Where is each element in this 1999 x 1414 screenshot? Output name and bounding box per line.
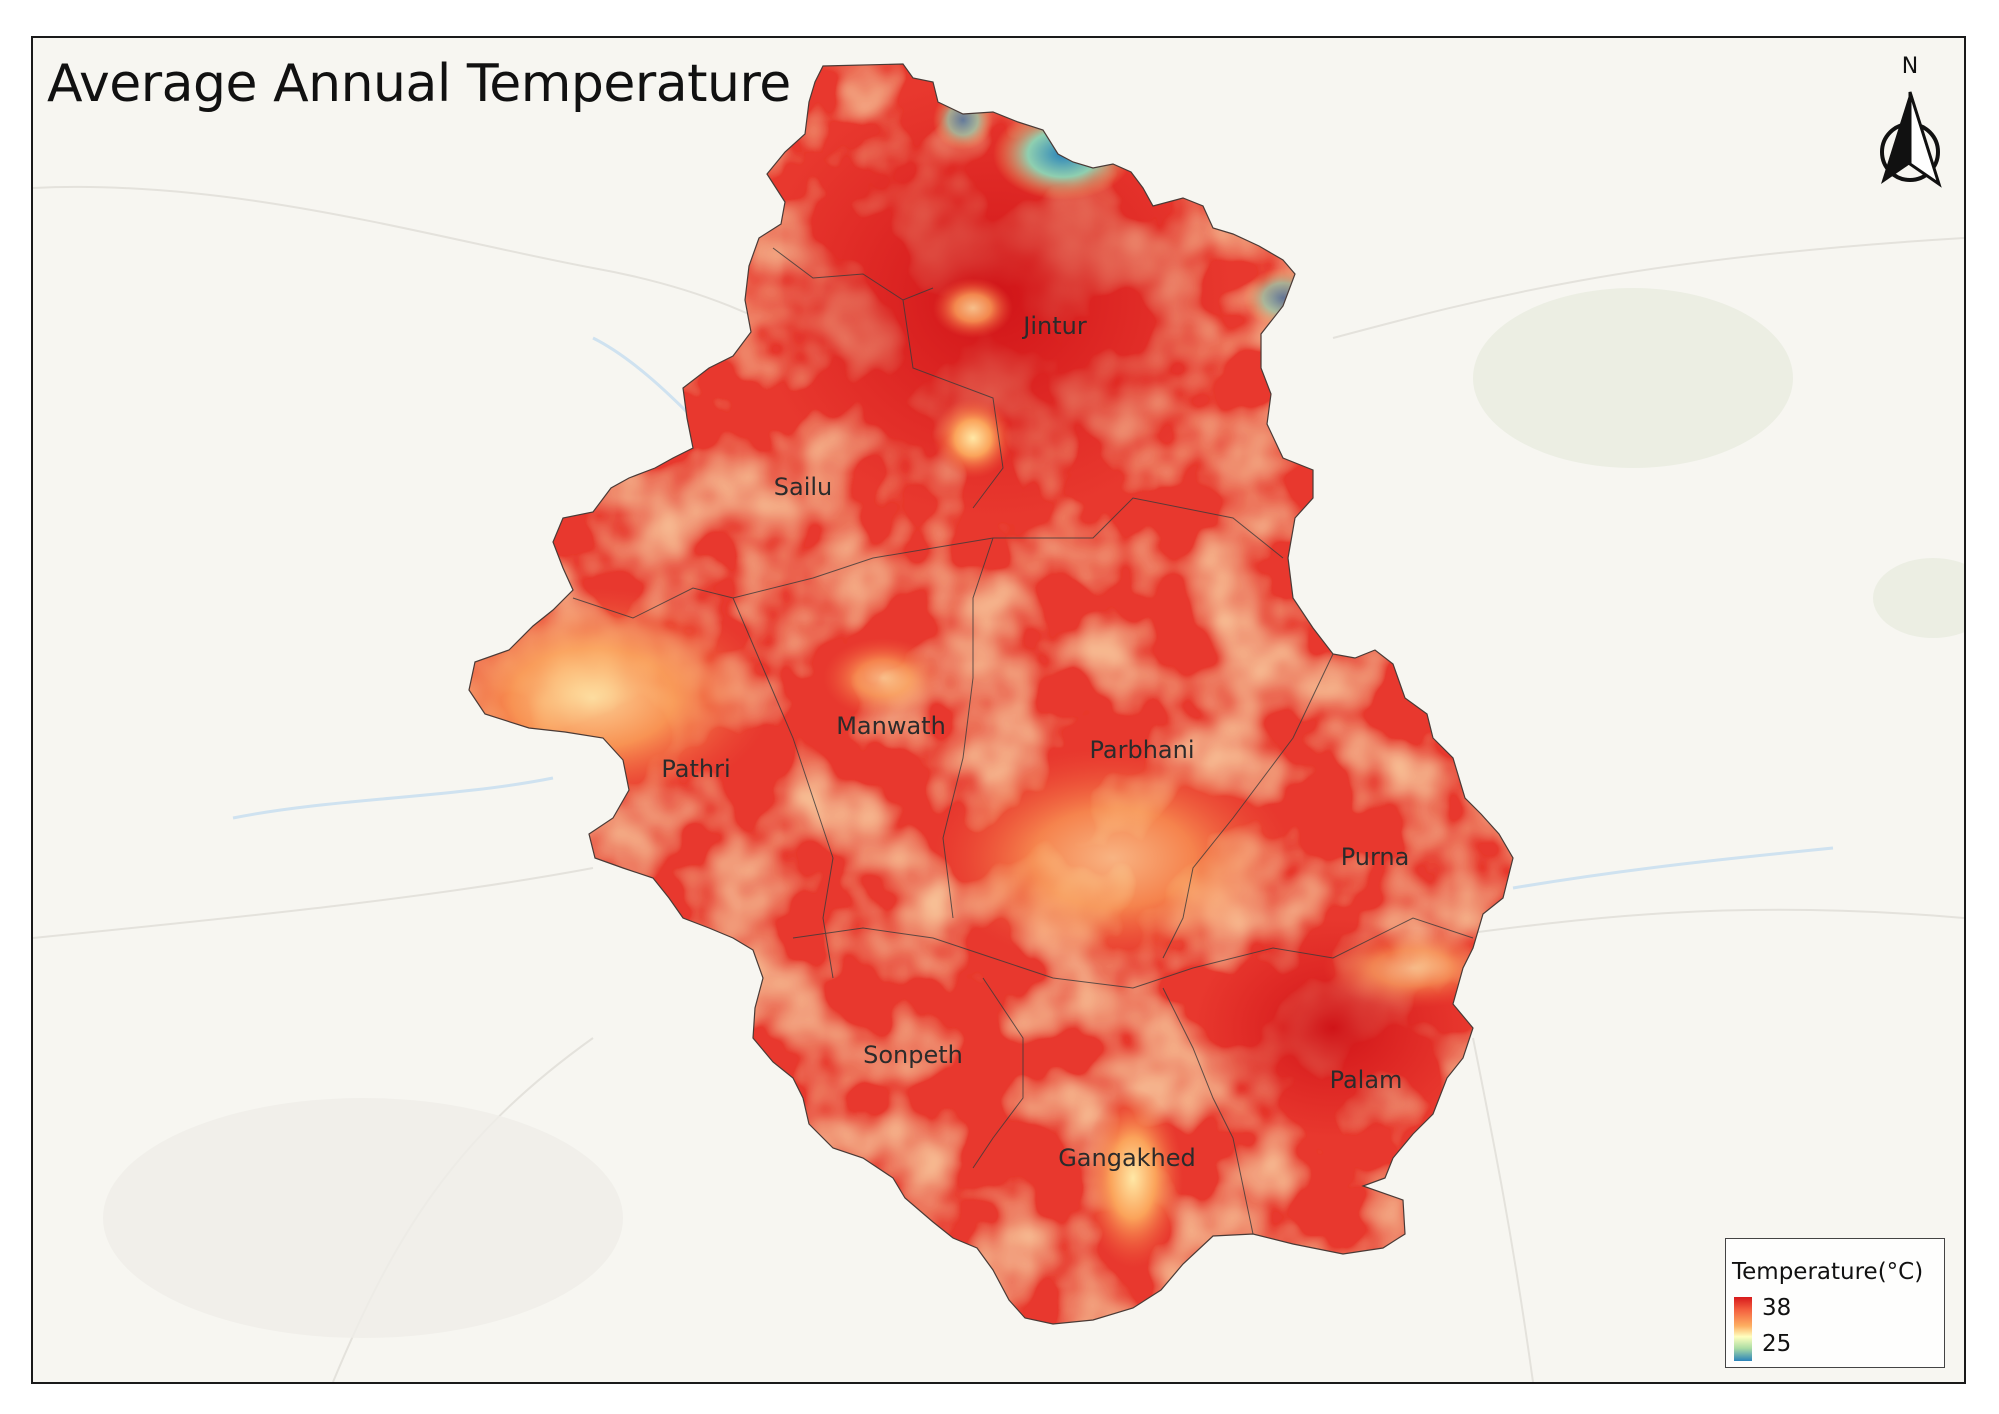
map-frame: Jintur Sailu Manwath Pathri Parbhani Pur… [31, 36, 1966, 1384]
taluka-labels: Jintur Sailu Manwath Pathri Parbhani Pur… [661, 312, 1409, 1172]
taluka-label-gangakhed: Gangakhed [1058, 1144, 1196, 1172]
north-label: N [1901, 54, 1919, 79]
taluka-label-palam: Palam [1330, 1066, 1403, 1094]
legend-title: Temperature(°C) [1732, 1259, 1924, 1285]
taluka-boundaries [572, 247, 1474, 1235]
north-arrow-icon [1880, 91, 1942, 188]
taluka-label-jintur: Jintur [1021, 312, 1087, 340]
legend: Temperature(°C) 38 25 [1725, 1238, 1945, 1368]
map-title: Average Annual Temperature [47, 54, 791, 114]
district-boundary [468, 63, 1514, 1325]
taluka-label-purna: Purna [1341, 843, 1410, 871]
taluka-label-sonpeth: Sonpeth [863, 1041, 963, 1069]
legend-max-label: 38 [1762, 1295, 1792, 1321]
taluka-label-sailu: Sailu [774, 473, 833, 501]
taluka-label-pathri: Pathri [661, 755, 730, 783]
legend-color-ramp [1734, 1297, 1752, 1361]
map-canvas[interactable]: Jintur Sailu Manwath Pathri Parbhani Pur… [33, 38, 1964, 1382]
taluka-label-parbhani: Parbhani [1090, 736, 1195, 764]
taluka-label-manwath: Manwath [836, 712, 946, 740]
legend-min-label: 25 [1762, 1331, 1792, 1357]
